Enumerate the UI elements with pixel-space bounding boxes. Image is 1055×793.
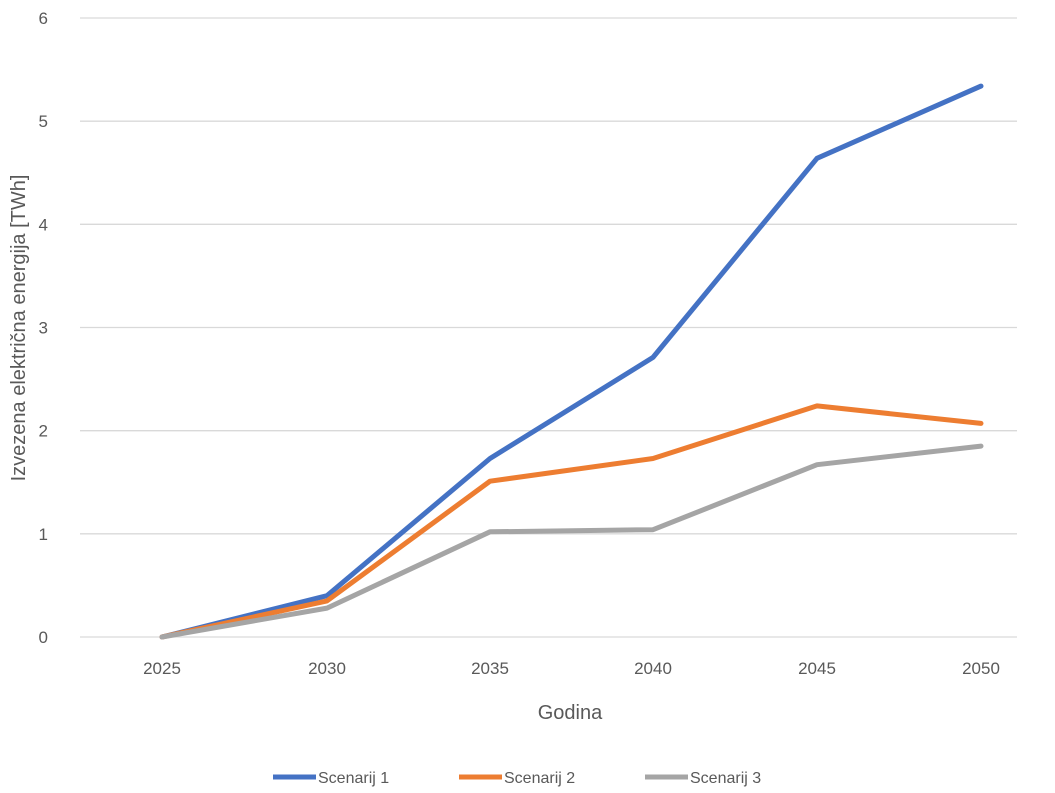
x-tick-label: 2040 (634, 659, 672, 678)
x-tick-label: 2030 (308, 659, 346, 678)
series-line-2 (159, 403, 984, 640)
y-tick-label: 3 (39, 319, 48, 338)
legend-label: Scenarij 2 (504, 770, 575, 787)
y-axis-ticks: 0 1 2 3 4 5 6 (39, 9, 48, 647)
x-tick-label: 2045 (798, 659, 836, 678)
legend-item: Scenarij 1 (273, 770, 389, 787)
x-tick-label: 2025 (143, 659, 181, 678)
series-lines (159, 83, 984, 640)
series-line-1 (159, 83, 984, 640)
legend-item: Scenarij 2 (459, 770, 575, 787)
x-axis-ticks: 2025 2030 2035 2040 2045 2050 (143, 659, 1000, 678)
gridlines (80, 17, 1017, 638)
y-tick-label: 5 (39, 112, 48, 131)
y-tick-label: 2 (39, 422, 48, 441)
x-tick-label: 2050 (962, 659, 1000, 678)
x-axis-title: Godina (538, 702, 603, 724)
x-tick-label: 2035 (471, 659, 509, 678)
y-tick-label: 6 (39, 9, 48, 28)
y-tick-label: 0 (39, 628, 48, 647)
y-axis-title: Izvezena električna energija [TWh] (8, 175, 30, 482)
legend-label: Scenarij 1 (318, 770, 389, 787)
y-tick-label: 1 (39, 525, 48, 544)
legend: Scenarij 1 Scenarij 2 Scenarij 3 (273, 770, 761, 787)
legend-label: Scenarij 3 (690, 770, 761, 787)
legend-item: Scenarij 3 (645, 770, 761, 787)
y-tick-label: 4 (39, 215, 48, 234)
series-line-3 (159, 443, 984, 640)
